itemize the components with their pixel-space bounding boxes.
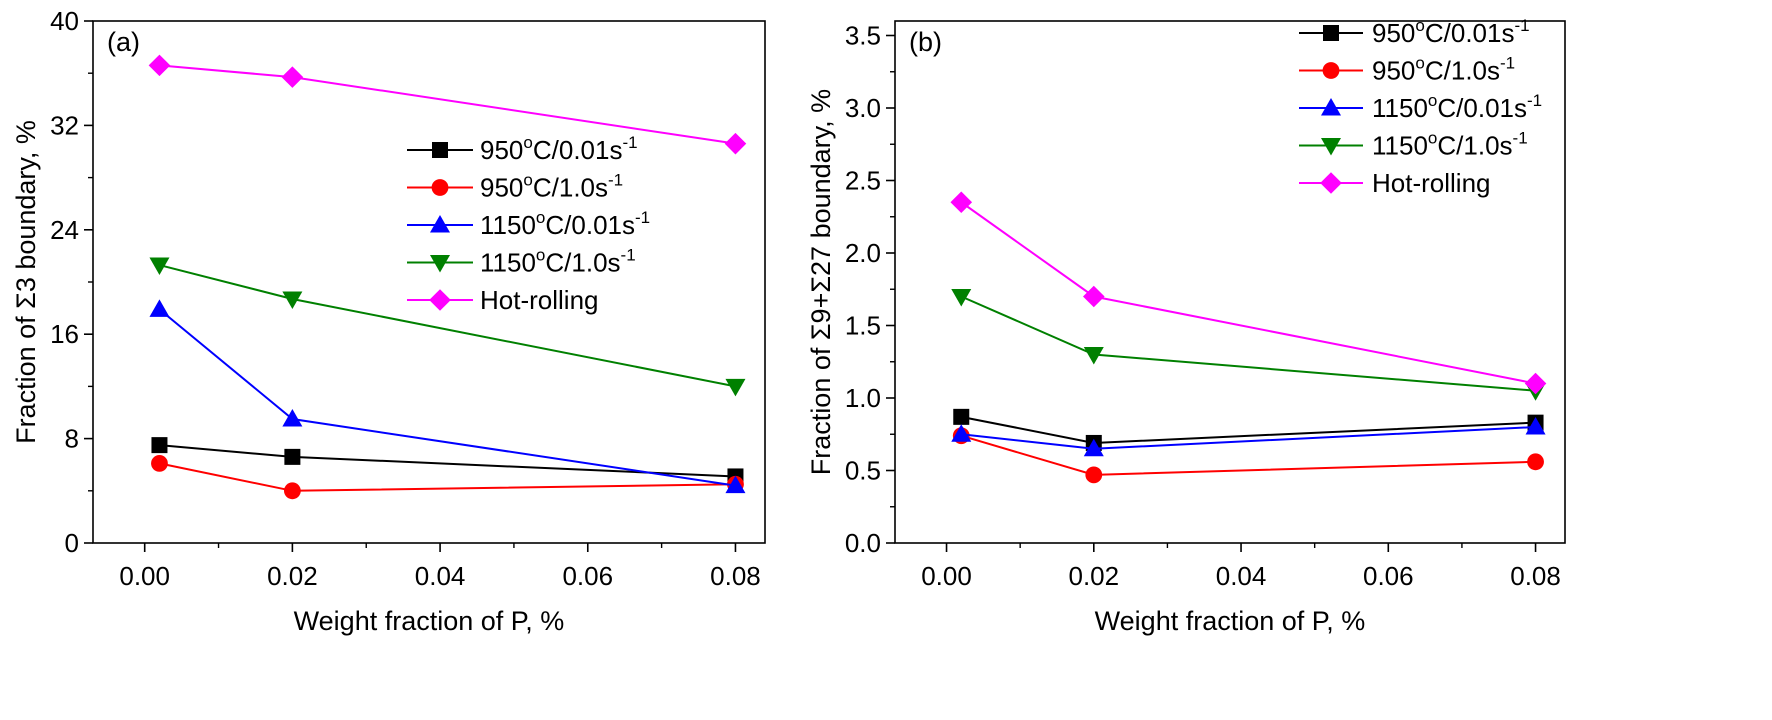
- y-tick-label: 0.0: [845, 528, 881, 558]
- legend-marker: [432, 142, 448, 158]
- y-tick-label: 0.5: [845, 456, 881, 486]
- legend-label: 950oC/0.01s-1: [1372, 16, 1530, 48]
- plot-frame: [92, 20, 766, 544]
- legend-label: 1150oC/0.01s-1: [1372, 91, 1542, 123]
- series-line: [159, 462, 736, 492]
- series-line: [961, 415, 1536, 444]
- series-line: [159, 64, 736, 145]
- y-tick-label: 1.5: [845, 311, 881, 341]
- data-point: [149, 299, 170, 317]
- legend-label: 1150oC/1.0s-1: [480, 246, 636, 278]
- data-point: [953, 408, 970, 425]
- data-point: [283, 482, 301, 500]
- data-point: [1085, 466, 1103, 484]
- data-point: [951, 424, 972, 442]
- data-point: [148, 54, 171, 77]
- x-tick-label: 0.04: [415, 561, 466, 591]
- y-tick-label: 0: [65, 528, 79, 558]
- legend-marker: [429, 289, 451, 311]
- series-0: [953, 408, 1544, 451]
- plot-frame: [894, 20, 1566, 544]
- series-line: [159, 264, 736, 388]
- chart-panel-a: 0.00 0.02 0.04 0.06 0.08 0 8 16 24 32 40 Weight fra…: [11, 6, 766, 636]
- series-line: [960, 201, 1536, 385]
- series-line: [961, 426, 1536, 450]
- data-point: [284, 448, 301, 465]
- x-tick-label: 0.00: [119, 561, 170, 591]
- x-axis-title: Weight fraction of P, %: [294, 606, 565, 636]
- data-point: [281, 66, 304, 88]
- series-0: [151, 437, 744, 485]
- legend-label: 950oC/1.0s-1: [1372, 54, 1515, 86]
- y-tick-label: 3.0: [845, 93, 881, 123]
- legend-marker: [1320, 172, 1342, 194]
- y-axis-title: Fraction of Σ9+Σ27 boundary, %: [806, 89, 836, 475]
- legend-marker: [1323, 25, 1339, 41]
- series-line: [960, 295, 1536, 392]
- series-4: [950, 191, 1547, 395]
- y-tick-label: 1.0: [845, 383, 881, 413]
- legend-marker: [1322, 62, 1340, 79]
- legend: 950oC/0.01s-1 950oC/1.0s-1 1150oC/0.01s-1 1…: [1299, 16, 1542, 198]
- data-point: [725, 378, 746, 397]
- data-point: [282, 291, 303, 309]
- y-tick-label: 24: [50, 215, 79, 245]
- legend-marker: [1321, 138, 1341, 156]
- legend-label: 950oC/1.0s-1: [480, 171, 623, 203]
- y-tick-label: 8: [65, 424, 79, 454]
- data-point: [724, 132, 747, 155]
- y-tick-label: 3.5: [845, 21, 881, 51]
- legend-marker: [430, 255, 450, 273]
- x-tick-label: 0.06: [562, 561, 613, 591]
- y-tick-label: 16: [50, 319, 79, 349]
- legend-marker: [430, 215, 450, 233]
- y-tick-label: 2.0: [845, 238, 881, 268]
- y-tick-label: 32: [50, 110, 79, 140]
- series-2: [951, 417, 1546, 457]
- series-1: [151, 454, 744, 500]
- legend-marker: [1321, 98, 1341, 116]
- x-tick-label: 0.02: [1068, 561, 1119, 591]
- series-3: [149, 257, 746, 397]
- x-tick-label: 0.00: [921, 561, 972, 591]
- series-line: [158, 308, 736, 487]
- legend-label: 950oC/0.01s-1: [480, 133, 638, 165]
- legend-label: 1150oC/1.0s-1: [1372, 129, 1528, 161]
- data-point: [1083, 347, 1104, 365]
- data-point: [1527, 453, 1544, 471]
- series-2: [149, 299, 746, 494]
- data-point: [1524, 372, 1547, 395]
- data-point: [725, 475, 746, 494]
- y-axis-title: Fraction of Σ3 boundary, %: [11, 120, 41, 444]
- x-tick-label: 0.08: [1510, 561, 1561, 591]
- legend-label: 1150oC/0.01s-1: [480, 208, 650, 240]
- series-4: [148, 54, 747, 155]
- data-point: [1083, 438, 1104, 457]
- y-tick-label: 40: [50, 6, 79, 36]
- y-tick-label: 2.5: [845, 166, 881, 196]
- legend-label: Hot-rolling: [1372, 168, 1491, 198]
- data-point: [151, 437, 168, 454]
- x-axis-title: Weight fraction of P, %: [1095, 606, 1366, 636]
- data-point: [1525, 417, 1546, 435]
- panel-label: (a): [107, 27, 140, 57]
- data-point: [1082, 285, 1105, 308]
- data-point: [282, 409, 303, 427]
- legend-marker: [431, 179, 449, 196]
- x-tick-label: 0.02: [267, 561, 318, 591]
- x-tick-label: 0.04: [1216, 561, 1267, 591]
- data-point: [151, 454, 168, 472]
- x-tick-label: 0.08: [710, 561, 761, 591]
- legend-label: Hot-rolling: [480, 285, 599, 315]
- x-tick-label: 0.06: [1363, 561, 1414, 591]
- series-3: [951, 289, 1546, 401]
- chart-panel-b: 0.00 0.02 0.04 0.06 0.08 0.0 0.5 1.0 1.5 2.0 2.5 3.…: [806, 16, 1566, 636]
- data-point: [951, 289, 972, 307]
- legend: 950oC/0.01s-1 950oC/1.0s-1 1150oC/0.01s-1 1…: [407, 133, 650, 315]
- data-point: [950, 191, 973, 214]
- data-point: [149, 257, 170, 276]
- panel-label: (b): [909, 27, 942, 57]
